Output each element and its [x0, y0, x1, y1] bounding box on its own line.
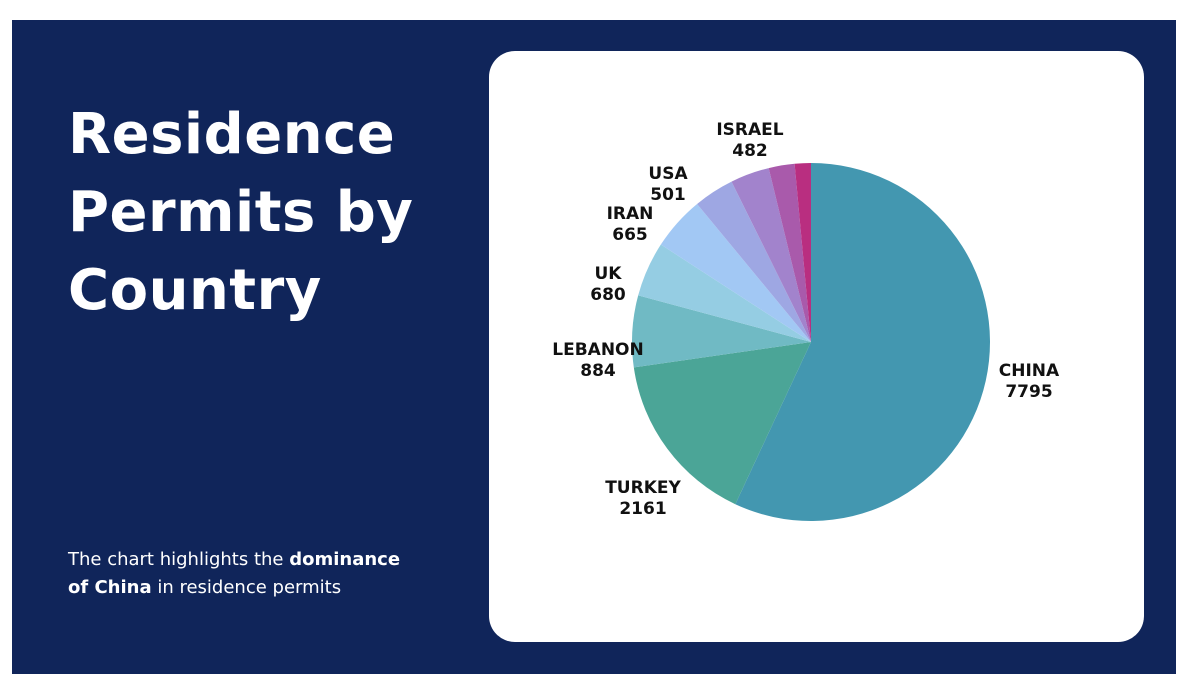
slice-label-usa: USA 501: [648, 164, 688, 205]
chart-caption: The chart highlights the dominance of Ch…: [68, 546, 448, 602]
pie-chart: CHINA 7795 TURKEY 2161 LEBANON 884 UK 680 IRAN 66…: [552, 120, 1060, 521]
caption-bold-2: of China: [68, 577, 152, 598]
pie-slice-usa: [697, 181, 811, 342]
slice-label-turkey: TURKEY 2161: [605, 478, 681, 519]
caption-text-2: in residence permits: [151, 577, 342, 598]
pie-slice-iran: [660, 203, 811, 342]
slice-label-lebanon: LEBANON 884: [552, 340, 643, 381]
title-line-1: Residence: [68, 102, 396, 167]
caption-text-1: The chart highlights the: [68, 549, 290, 570]
caption-bold-1: dominance: [289, 549, 401, 570]
pie-slice-china: [735, 163, 990, 521]
slice-label-china: CHINA 7795: [999, 361, 1060, 402]
slide-background: Residence Permits by Country The chart h…: [12, 20, 1176, 674]
pie-slice-unlabeled-8: [794, 163, 811, 342]
pie-slice-israel: [731, 168, 811, 342]
title-line-3: Country: [68, 258, 322, 323]
slice-label-israel: ISRAEL 482: [716, 120, 783, 161]
chart-card: CHINA 7795 TURKEY 2161 LEBANON 884 UK 680 IRAN 66…: [489, 51, 1144, 642]
slice-label-iran: IRAN 665: [607, 204, 654, 245]
title-line-2: Permits by: [68, 180, 414, 245]
pie-slice-lebanon: [632, 295, 811, 368]
pie-slice-turkey: [633, 342, 811, 505]
slice-label-uk: UK 680: [590, 264, 626, 305]
pie-slice-unlabeled-7: [768, 163, 811, 342]
page-title: Residence Permits by Country: [68, 96, 468, 330]
pie-slice-uk: [638, 244, 811, 342]
